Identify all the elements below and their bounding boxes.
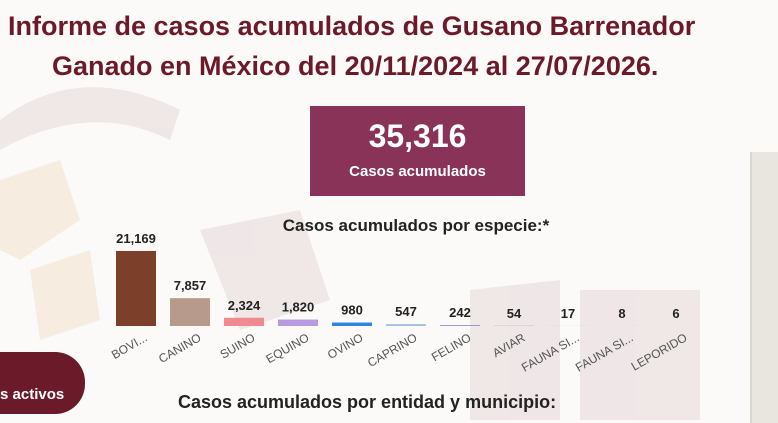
- x-tick-label: LEPORIDO: [629, 330, 690, 373]
- x-tick-label: AVIAR: [490, 330, 528, 360]
- kpi-value: 35,316: [368, 118, 467, 154]
- data-label: 8: [618, 306, 625, 321]
- kpi-label: Casos acumulados: [349, 163, 486, 180]
- bar: [332, 322, 372, 326]
- x-tick-label: FAUNA SI...: [573, 330, 635, 374]
- button-label[interactable]: s activos: [0, 386, 65, 403]
- watermark: [0, 87, 700, 420]
- data-label: 7,857: [174, 278, 207, 293]
- section-title: Casos acumulados por entidad y municipio…: [178, 392, 557, 412]
- data-label: 1,820: [282, 300, 315, 315]
- data-label: 980: [341, 303, 363, 318]
- chart-title: Casos acumulados por especie:*: [283, 216, 550, 235]
- title-line: Informe de casos acumulados de Gusano Ba…: [8, 11, 696, 41]
- data-label: 21,169: [116, 231, 156, 246]
- title: Informe de casos acumulados de Gusano Ba…: [0, 6, 778, 86]
- kpi-card: 35,316 Casos acumulados: [310, 106, 525, 196]
- x-tick-label: EQUINO: [263, 330, 311, 366]
- bar: [116, 251, 156, 326]
- data-label: 2,324: [228, 298, 261, 313]
- x-tick-label: FAUNA SI...: [519, 330, 581, 374]
- data-label: 54: [507, 306, 522, 321]
- data-label: 242: [449, 305, 471, 320]
- x-tick-label: BOVI...: [109, 330, 150, 361]
- x-tick-label: CANINO: [156, 330, 203, 365]
- active-cases-button[interactable]: s activos: [0, 352, 85, 414]
- bar: [170, 298, 210, 326]
- x-tick-label: OVINO: [325, 330, 365, 361]
- bar: [440, 325, 480, 326]
- x-tick-label: FELINO: [429, 330, 474, 364]
- bar: [278, 319, 318, 326]
- bar: [224, 317, 264, 326]
- data-label: 17: [561, 306, 575, 321]
- x-tick-label: CAPRINO: [365, 330, 419, 369]
- map-panel: [750, 152, 778, 423]
- title-line: Ganado en México del 20/11/2024 al 27/07…: [52, 51, 659, 81]
- data-label: 6: [672, 306, 679, 321]
- bar: [386, 324, 426, 326]
- watermark-left: [0, 160, 100, 340]
- data-label: 547: [395, 304, 417, 319]
- x-tick-label: SUINO: [218, 330, 258, 361]
